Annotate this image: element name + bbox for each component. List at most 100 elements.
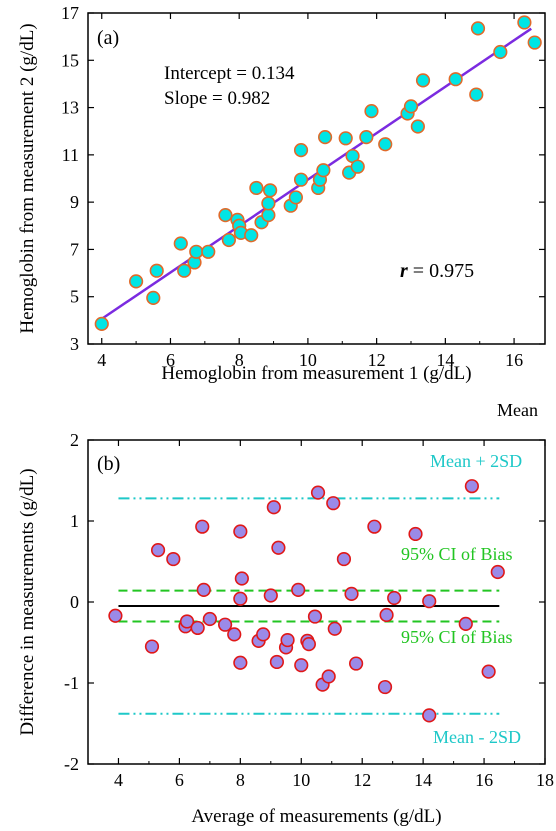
y-tick-label: -2 — [64, 754, 79, 774]
x-tick-label: 12 — [353, 770, 371, 790]
data-point — [317, 130, 333, 145]
data-point — [244, 228, 259, 243]
data-point — [294, 658, 309, 673]
data-point — [458, 616, 473, 631]
data-point — [150, 543, 166, 558]
x-tick-label: 4 — [97, 350, 106, 370]
x-axis-label: Hemoglobin from measurement 1 (g/dL) — [161, 363, 471, 384]
data-point — [234, 571, 249, 586]
data-point — [233, 524, 248, 539]
x-tick-label: 16 — [475, 770, 493, 790]
x-tick-label: 8 — [236, 770, 245, 790]
y-tick-label: 1 — [70, 511, 79, 531]
data-point — [261, 208, 276, 223]
data-point — [359, 130, 374, 145]
data-point — [338, 131, 353, 146]
data-point — [173, 236, 188, 251]
data-point — [280, 632, 295, 648]
data-point — [364, 104, 379, 119]
x-tick-label: 6 — [175, 770, 184, 790]
data-point — [177, 263, 192, 278]
slope-annotation: Slope = 0.982 — [164, 88, 270, 109]
data-point — [291, 582, 306, 597]
data-point — [367, 519, 382, 534]
x-tick-label: 4 — [114, 770, 123, 790]
data-point — [189, 244, 204, 259]
data-point — [344, 586, 359, 602]
data-point — [448, 72, 463, 87]
data-point — [307, 609, 323, 624]
r-symbol: r — [400, 260, 408, 282]
x-tick-label: 10 — [299, 350, 317, 370]
y-tick-label: 3 — [70, 334, 79, 354]
reference-line-label: Mean + 2SD — [430, 451, 522, 471]
data-point — [263, 183, 278, 198]
intercept-annotation: Intercept = 0.134 — [164, 63, 295, 84]
data-point — [415, 73, 431, 88]
data-point — [196, 582, 211, 597]
data-point — [336, 551, 352, 567]
data-point — [408, 526, 423, 542]
correlation-annotation: r = 0.975 — [400, 260, 474, 282]
data-point — [202, 611, 217, 627]
reference-line-label: 95% CI of Bias — [401, 544, 513, 564]
y-tick-label: 7 — [70, 239, 79, 259]
data-point — [527, 35, 542, 50]
data-point — [221, 232, 236, 248]
data-point — [379, 607, 394, 623]
x-tick-label: 12 — [368, 350, 386, 370]
data-point — [464, 479, 479, 494]
data-point — [517, 15, 532, 30]
y-tick-label: 17 — [61, 3, 79, 23]
data-point — [166, 551, 181, 567]
data-point — [470, 21, 486, 36]
y-axis-label: Hemoglobin from measurement 2 (g/dL) — [17, 23, 38, 333]
y-tick-label: 11 — [62, 145, 79, 165]
data-point — [403, 99, 419, 114]
x-tick-label: 6 — [166, 350, 175, 370]
data-point — [387, 590, 402, 606]
plot-frame — [87, 12, 546, 345]
data-point — [422, 594, 437, 609]
data-point — [108, 608, 123, 623]
data-point — [327, 621, 342, 636]
data-point — [201, 244, 216, 259]
data-point — [316, 163, 331, 178]
data-point — [301, 637, 316, 652]
data-point — [179, 614, 195, 629]
x-tick-label: 16 — [505, 350, 523, 370]
data-point — [149, 263, 164, 278]
data-point — [129, 274, 144, 289]
data-point — [422, 708, 437, 723]
x-tick-label: 14 — [414, 770, 432, 790]
reference-line-label: Mean - 2SD — [433, 727, 521, 747]
y-tick-label: 0 — [70, 592, 79, 612]
y-tick-label: 5 — [70, 287, 79, 307]
data-point — [261, 196, 276, 211]
x-tick-label: 8 — [235, 350, 244, 370]
reference-line-label: 95% CI of Bias — [401, 627, 513, 647]
panel-label: (b) — [97, 453, 120, 475]
data-point — [263, 588, 278, 603]
data-point — [249, 180, 264, 196]
data-point — [218, 617, 233, 632]
y-tick-label: -1 — [64, 673, 79, 693]
data-point — [218, 208, 233, 223]
x-tick-label: 18 — [536, 770, 554, 790]
reference-line-label: Mean — [497, 400, 538, 420]
data-point — [271, 540, 286, 555]
data-point — [321, 669, 336, 684]
y-tick-label: 9 — [70, 192, 79, 212]
x-tick-label: 10 — [292, 770, 310, 790]
r-value: = 0.975 — [408, 260, 474, 282]
data-point — [410, 119, 425, 134]
data-point — [195, 519, 210, 534]
x-axis-label: Average of measurements (g/dL) — [191, 806, 441, 827]
data-point — [190, 620, 205, 636]
data-point — [233, 655, 248, 670]
data-point — [227, 627, 242, 642]
panel-label: (a) — [97, 27, 119, 49]
data-point — [293, 172, 309, 187]
